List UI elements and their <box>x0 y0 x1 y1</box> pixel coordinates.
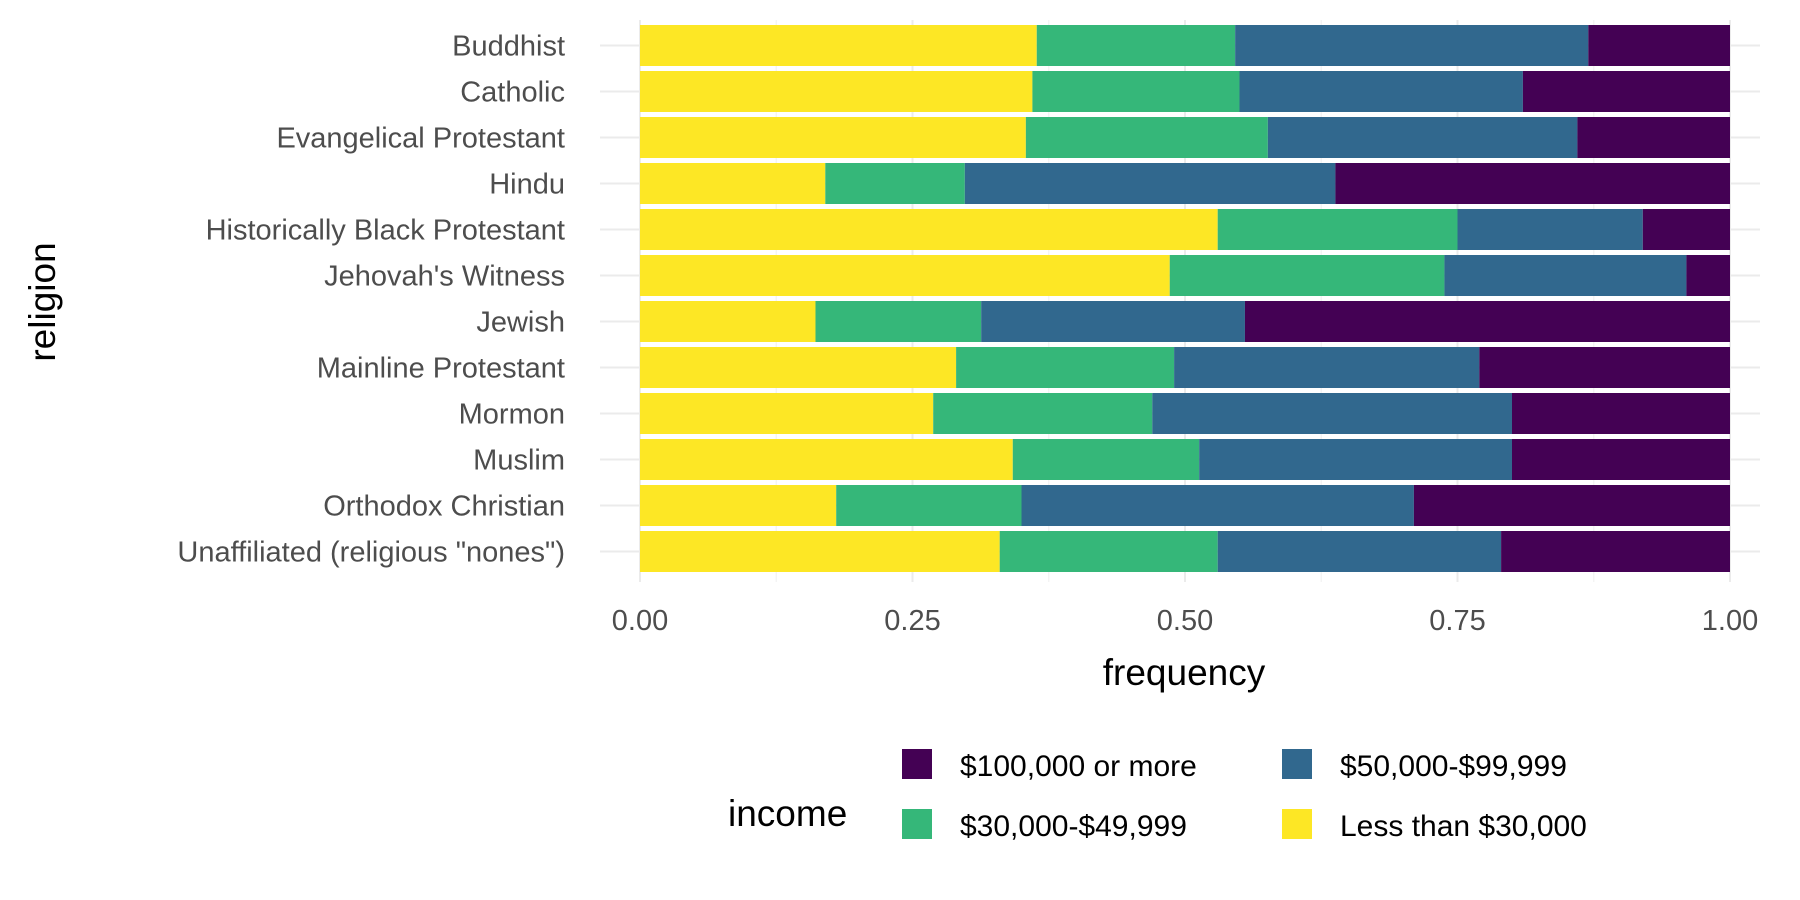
legend-label: $50,000-$99,999 <box>1340 750 1567 783</box>
x-axis-title: frequency <box>1103 652 1266 693</box>
y-tick-label: Mainline Protestant <box>317 353 565 385</box>
y-tick-label: Catholic <box>460 77 565 109</box>
bar-segment <box>1174 347 1480 388</box>
bar-segment <box>1267 117 1578 158</box>
bar-segment <box>981 301 1245 342</box>
bar-segment <box>640 163 826 204</box>
bar-segment <box>1501 531 1730 572</box>
bar-segment <box>640 347 957 388</box>
bar-segment <box>1479 347 1730 388</box>
bar-segment <box>1032 71 1240 112</box>
legend-swatch <box>1282 749 1312 779</box>
y-tick-label: Orthodox Christian <box>323 491 565 523</box>
y-tick-label: Unaffiliated (religious "nones") <box>177 537 565 569</box>
bar-segment <box>640 71 1033 112</box>
legend-swatch <box>902 809 932 839</box>
legend-title: income <box>728 793 847 834</box>
y-tick-label: Evangelical Protestant <box>276 123 565 155</box>
y-tick-label: Jewish <box>476 307 565 339</box>
x-tick-label: 0.75 <box>1429 605 1485 637</box>
bar-segment <box>640 117 1026 158</box>
bar-segment <box>1457 209 1643 250</box>
legend-swatch <box>1282 809 1312 839</box>
bar-segment <box>640 301 816 342</box>
bar-segment <box>836 485 1022 526</box>
bar-segment <box>1152 393 1512 434</box>
x-tick-label: 1.00 <box>1702 605 1758 637</box>
legend-item: $50,000-$99,999 <box>1282 749 1567 783</box>
bar-segment <box>999 531 1218 572</box>
bar-segment <box>1239 71 1523 112</box>
y-tick-label: Jehovah's Witness <box>324 261 565 293</box>
bar-segment <box>1244 301 1730 342</box>
bar-segment <box>1025 117 1268 158</box>
y-tick-label: Hindu <box>489 169 565 201</box>
legend-swatch <box>902 749 932 779</box>
bar-segment <box>956 347 1175 388</box>
bar-segment <box>640 393 934 434</box>
legend-items: $100,000 or more $50,000-$99,999 $30,000-$… <box>902 749 1587 843</box>
bar-segment <box>640 209 1218 250</box>
bar-segment <box>815 301 982 342</box>
bar-segment <box>1588 25 1730 66</box>
bar-segment <box>1686 255 1730 296</box>
y-tick-label: Buddhist <box>452 31 565 63</box>
bar-segment <box>1413 485 1730 526</box>
x-tick-label: 0.00 <box>612 605 668 637</box>
bar-segment <box>1217 531 1502 572</box>
bar-segment <box>1199 439 1512 480</box>
y-tick-label: Mormon <box>459 399 565 431</box>
bar-segment <box>1444 255 1687 296</box>
bar-segment <box>1577 117 1730 158</box>
x-tick-label: 0.25 <box>884 605 940 637</box>
bar-segment <box>964 163 1336 204</box>
legend-label: $30,000-$49,999 <box>960 810 1187 843</box>
bar-segment <box>1021 485 1414 526</box>
bar-segment <box>933 393 1153 434</box>
bar-segment <box>825 163 965 204</box>
bar-segment <box>640 25 1037 66</box>
legend-item: $30,000-$49,999 <box>902 809 1187 843</box>
y-axis-title: religion <box>22 242 63 361</box>
bar-segment <box>1512 393 1730 434</box>
y-axis-tick-labels: Buddhist Catholic Evangelical Protestant Hi… <box>177 31 565 569</box>
legend: income $100,000 or more $50,000-$99,999 $3… <box>728 749 1587 843</box>
bar-segment <box>640 485 837 526</box>
x-tick-label: 0.50 <box>1157 605 1213 637</box>
bar-segment <box>640 439 1013 480</box>
bars <box>640 25 1730 572</box>
bar-segment <box>1235 25 1589 66</box>
legend-item: $100,000 or more <box>902 749 1197 783</box>
bar-segment <box>1217 209 1458 250</box>
bar-segment <box>1335 163 1730 204</box>
bar-segment <box>1512 439 1730 480</box>
bar-segment <box>1169 255 1445 296</box>
bar-segment <box>1012 439 1200 480</box>
legend-label: Less than $30,000 <box>1340 810 1587 843</box>
bar-segment <box>1036 25 1236 66</box>
bar-segment <box>1522 71 1730 112</box>
legend-item: Less than $30,000 <box>1282 809 1587 843</box>
bar-segment <box>640 531 1000 572</box>
legend-label: $100,000 or more <box>960 750 1197 783</box>
x-axis-tick-labels: 0.00 0.25 0.50 0.75 1.00 <box>612 605 1758 637</box>
bar-segment <box>640 255 1170 296</box>
bar-segment <box>1642 209 1730 250</box>
y-tick-label: Muslim <box>473 445 565 477</box>
y-tick-label: Historically Black Protestant <box>206 215 565 247</box>
